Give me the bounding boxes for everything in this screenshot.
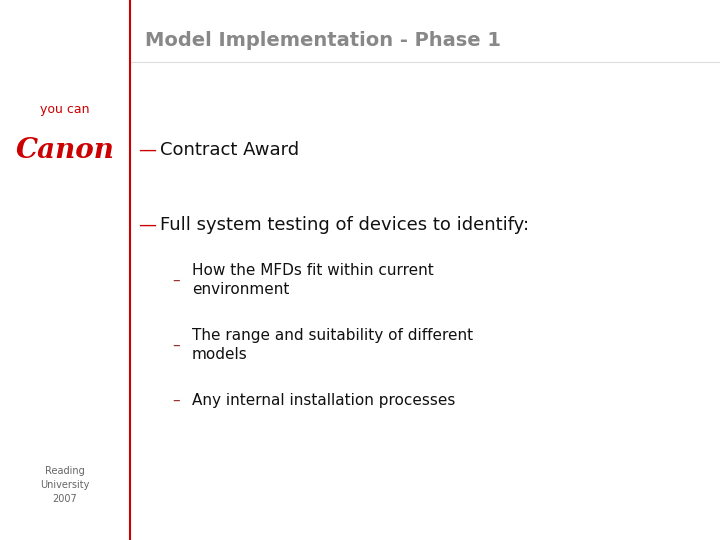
Text: you can: you can [40,104,90,117]
Text: Reading
University
2007: Reading University 2007 [40,466,90,504]
Text: Model Implementation - Phase 1: Model Implementation - Phase 1 [145,30,501,50]
Text: –: – [172,273,179,287]
Text: Full system testing of devices to identify:: Full system testing of devices to identi… [160,216,529,234]
Text: How the MFDs fit within current
environment: How the MFDs fit within current environm… [192,263,433,297]
Text: Any internal installation processes: Any internal installation processes [192,393,455,408]
Text: –: – [172,393,179,408]
Text: The range and suitability of different
models: The range and suitability of different m… [192,328,473,362]
Text: —: — [138,141,156,159]
Text: Canon: Canon [16,137,114,164]
Bar [0,0,130,540]
Text: Contract Award: Contract Award [160,141,299,159]
Text: –: – [172,338,179,353]
Text: —: — [138,216,156,234]
